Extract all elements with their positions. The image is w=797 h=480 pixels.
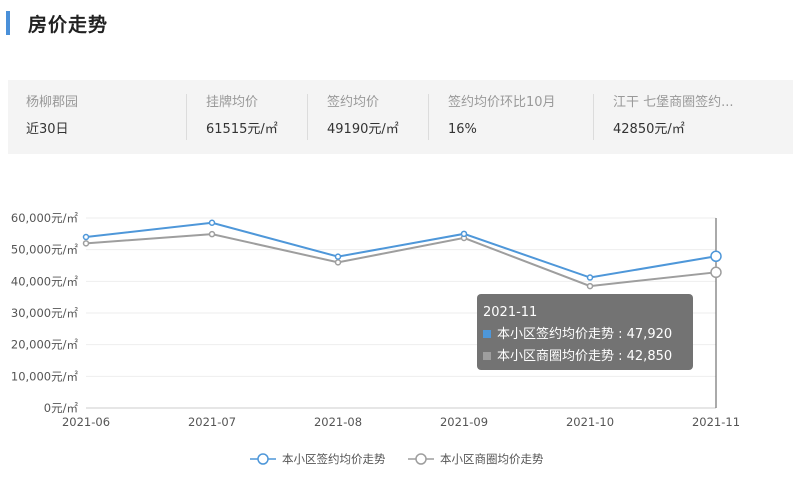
tooltip-value: 本小区商圈均价走势 : 42,850 (497, 348, 672, 364)
y-tick-label: 30,000元/㎡ (11, 306, 79, 320)
stat-community: 杨柳郡园 近30日 (8, 80, 186, 154)
legend-label[interactable]: 本小区商圈均价走势 (440, 452, 544, 466)
tooltip-value: 本小区签约均价走势 : 47,920 (497, 326, 672, 342)
data-point[interactable] (208, 230, 216, 238)
stat-listing-price: 挂牌均价 61515元/㎡ (186, 80, 307, 154)
stat-value: 近30日 (26, 122, 69, 137)
y-tick-label: 10,000元/㎡ (11, 369, 79, 383)
title-accent-bar (6, 11, 10, 35)
x-tick-label: 2021-10 (566, 415, 614, 429)
data-point[interactable] (334, 259, 342, 266)
stat-mom-change: 签约均价环比10月 16% (428, 80, 593, 154)
stat-value: 61515元/㎡ (206, 122, 278, 137)
tooltip-title: 2021-11 (483, 305, 537, 320)
stat-value: 16% (448, 122, 477, 137)
x-tick-label: 2021-09 (440, 415, 488, 429)
stats-panel: 杨柳郡园 近30日 挂牌均价 61515元/㎡ 签约均价 49190元/㎡ 签约… (8, 80, 793, 154)
data-point[interactable] (208, 219, 216, 226)
stat-value: 42850元/㎡ (613, 122, 685, 137)
series-line (85, 221, 717, 279)
stat-district-price: 江干 七堡商圈签约... 42850元/㎡ (593, 80, 793, 154)
section-title: 房价走势 (6, 10, 108, 36)
tooltip-series-marker (483, 352, 491, 360)
legend-marker[interactable] (415, 453, 427, 465)
y-tick-label: 60,000元/㎡ (11, 211, 79, 225)
stat-signed-price: 签约均价 49190元/㎡ (307, 80, 428, 154)
legend-marker[interactable] (257, 453, 269, 465)
series-line (85, 233, 717, 288)
data-point[interactable] (586, 274, 594, 281)
data-point[interactable] (82, 233, 90, 241)
tooltip-box (477, 294, 693, 370)
y-tick-label: 0元/㎡ (44, 401, 79, 415)
tooltip-series-marker (483, 330, 491, 338)
data-point[interactable] (82, 240, 90, 247)
y-tick-label: 20,000元/㎡ (11, 338, 79, 352)
stat-value: 49190元/㎡ (327, 122, 399, 137)
x-tick-label: 2021-11 (692, 415, 740, 429)
data-point[interactable] (460, 230, 468, 238)
data-point[interactable] (710, 266, 722, 279)
legend-label[interactable]: 本小区签约均价走势 (282, 452, 386, 466)
x-tick-label: 2021-07 (188, 415, 236, 429)
data-point[interactable] (710, 250, 722, 263)
x-tick-label: 2021-06 (62, 415, 110, 429)
data-point[interactable] (586, 282, 594, 290)
x-tick-label: 2021-08 (314, 415, 362, 429)
page-title: 房价走势 (28, 13, 109, 36)
data-point[interactable] (334, 253, 342, 260)
y-tick-label: 40,000元/㎡ (11, 274, 79, 288)
y-tick-label: 50,000元/㎡ (11, 243, 79, 257)
